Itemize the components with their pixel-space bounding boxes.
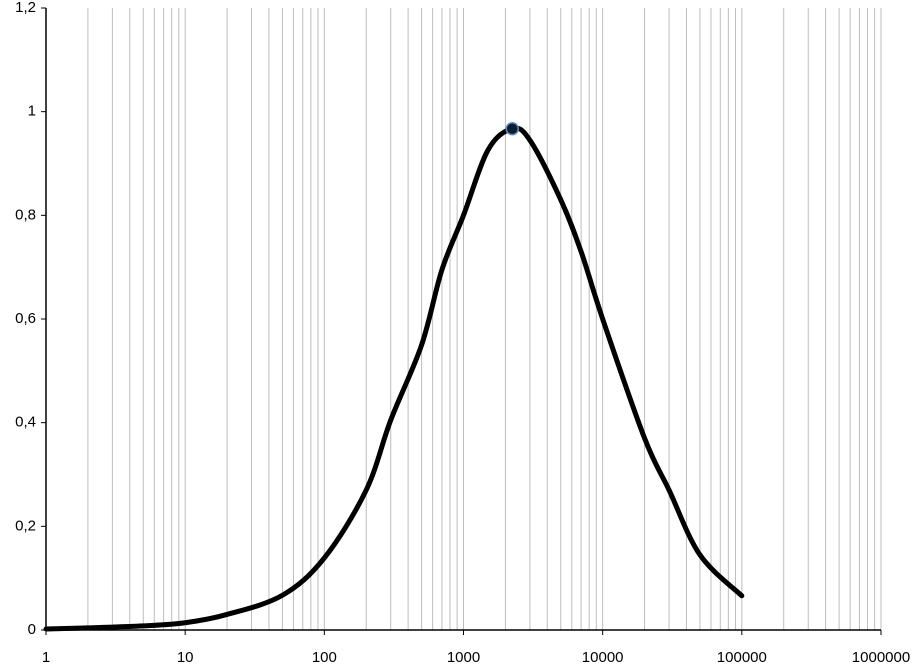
x-tick-label: 10 (177, 649, 194, 666)
x-tick-label: 100 (312, 649, 337, 666)
y-tick-label: 0,2 (15, 517, 36, 534)
y-tick-label: 1,2 (15, 0, 36, 16)
x-tick-label: 1000 (447, 649, 480, 666)
y-tick-label: 1 (28, 103, 36, 120)
y-tick-label: 0,8 (15, 206, 36, 223)
y-tick-label: 0,6 (15, 310, 36, 327)
peak-marker (505, 122, 519, 136)
y-tick-label: 0 (28, 621, 36, 638)
x-tick-label: 1 (42, 649, 50, 666)
x-tick-label: 10000 (582, 649, 624, 666)
curve (43, 125, 745, 632)
y-tick-label: 0,4 (15, 414, 36, 431)
x-tick-label: 1000000 (852, 649, 910, 666)
x-tick-label: 100000 (717, 649, 767, 666)
